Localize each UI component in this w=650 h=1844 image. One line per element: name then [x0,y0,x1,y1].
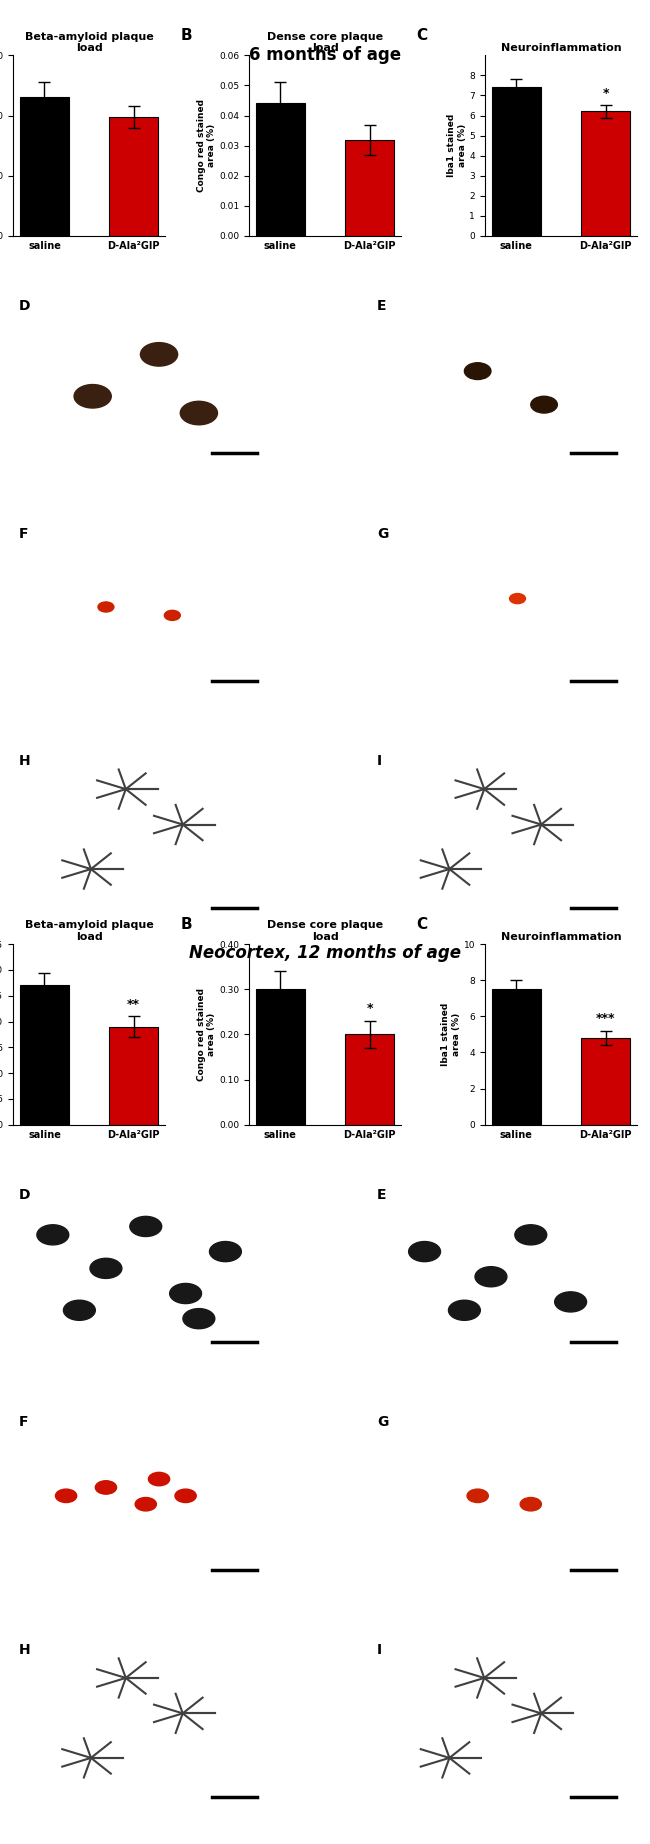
Circle shape [475,1267,507,1287]
Circle shape [520,1497,541,1510]
Bar [491,87,541,236]
Circle shape [37,1224,69,1245]
Circle shape [64,1300,96,1320]
Circle shape [175,1490,196,1503]
Circle shape [510,594,525,603]
Bar [491,988,541,1125]
Circle shape [464,363,491,380]
Bar [581,111,630,236]
Y-axis label: Congo red stained
area (%): Congo red stained area (%) [197,988,216,1081]
Text: C: C [416,28,428,42]
Text: D: D [18,1188,30,1202]
Circle shape [135,1497,157,1510]
Text: *: * [367,1003,373,1016]
Bar [581,1038,630,1125]
Bar [345,1034,394,1125]
Text: B: B [181,28,192,42]
Circle shape [531,396,557,413]
Bar [20,98,69,236]
Bar [109,1027,159,1125]
Circle shape [448,1300,480,1320]
Title: Dense core plaque
load: Dense core plaque load [267,920,383,942]
Y-axis label: Congo red stained
area (%): Congo red stained area (%) [197,100,216,192]
Circle shape [183,1309,214,1330]
Title: Neuroinflammation: Neuroinflammation [500,931,621,942]
Bar [256,988,305,1125]
Circle shape [96,1481,116,1494]
Text: G: G [377,1416,388,1429]
Text: 6 months of age: 6 months of age [249,46,401,65]
Circle shape [209,1241,241,1261]
Y-axis label: Iba1 stained
area (%): Iba1 stained area (%) [447,114,467,177]
Circle shape [55,1490,77,1503]
Text: C: C [416,916,428,931]
Circle shape [180,402,218,424]
Text: G: G [377,527,388,540]
Circle shape [148,1472,170,1486]
Title: Beta-amyloid plaque
load: Beta-amyloid plaque load [25,920,153,942]
Text: D: D [18,299,30,313]
Text: F: F [18,527,28,540]
Circle shape [98,601,114,612]
Circle shape [409,1241,441,1261]
Text: F: F [18,1416,28,1429]
Text: H: H [18,754,30,767]
Text: E: E [377,1188,386,1202]
Text: Neocortex, 12 months of age: Neocortex, 12 months of age [189,944,461,963]
Text: I: I [377,1643,382,1656]
Circle shape [554,1293,586,1311]
Title: Dense core plaque
load: Dense core plaque load [267,31,383,53]
Text: E: E [377,299,386,313]
Bar [20,985,69,1125]
Y-axis label: Iba1 stained
area (%): Iba1 stained area (%) [441,1003,461,1066]
Bar [109,116,159,236]
Text: I: I [377,754,382,767]
Text: H: H [18,1643,30,1656]
Title: Neuroinflammation: Neuroinflammation [500,42,621,53]
Circle shape [90,1258,122,1278]
Title: Beta-amyloid plaque
load: Beta-amyloid plaque load [25,31,153,53]
Bar [345,140,394,236]
Circle shape [74,385,111,408]
Text: **: ** [127,998,140,1011]
Circle shape [140,343,177,367]
Text: ***: *** [596,1012,616,1025]
Circle shape [164,610,180,620]
Text: B: B [181,916,192,931]
Circle shape [467,1490,488,1503]
Bar [256,103,305,236]
Circle shape [515,1224,547,1245]
Text: *: * [603,87,609,100]
Circle shape [170,1283,202,1304]
Circle shape [130,1217,162,1237]
